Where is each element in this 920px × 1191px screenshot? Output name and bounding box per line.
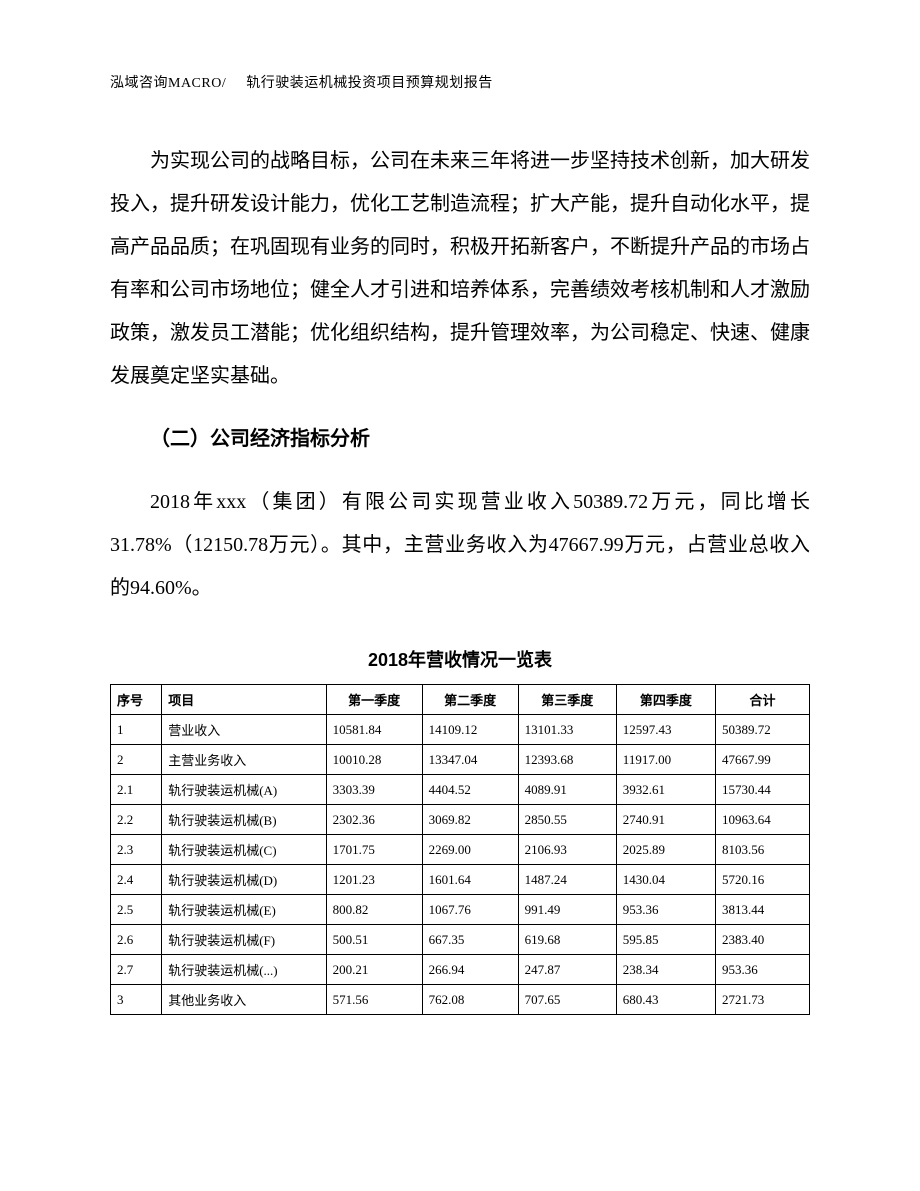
cell-total: 8103.56 (716, 835, 810, 865)
cell-index: 2.3 (111, 835, 162, 865)
table-row: 2.1 轨行驶装运机械(A) 3303.39 4404.52 4089.91 3… (111, 775, 810, 805)
paragraph-strategy: 为实现公司的战略目标，公司在未来三年将进一步坚持技术创新，加大研发投入，提升研发… (110, 140, 810, 398)
cell-q4: 12597.43 (616, 715, 715, 745)
cell-index: 2.5 (111, 895, 162, 925)
table-row: 2.6 轨行驶装运机械(F) 500.51 667.35 619.68 595.… (111, 925, 810, 955)
table-row: 2.7 轨行驶装运机械(...) 200.21 266.94 247.87 23… (111, 955, 810, 985)
cell-item: 轨行驶装运机械(E) (162, 895, 326, 925)
cell-total: 10963.64 (716, 805, 810, 835)
cell-q4: 953.36 (616, 895, 715, 925)
header-left: 泓域咨询MACRO/ (110, 76, 226, 91)
cell-total: 2721.73 (716, 985, 810, 1015)
cell-q2: 266.94 (422, 955, 518, 985)
cell-index: 1 (111, 715, 162, 745)
cell-q4: 680.43 (616, 985, 715, 1015)
cell-q4: 3932.61 (616, 775, 715, 805)
cell-item: 其他业务收入 (162, 985, 326, 1015)
section-heading-economic-analysis: （二）公司经济指标分析 (110, 418, 810, 461)
table-header-row: 序号 项目 第一季度 第二季度 第三季度 第四季度 合计 (111, 685, 810, 715)
cell-q1: 2302.36 (326, 805, 422, 835)
header-right: 轨行驶装运机械投资项目预算规划报告 (246, 76, 493, 91)
cell-q1: 10010.28 (326, 745, 422, 775)
table-row: 1 营业收入 10581.84 14109.12 13101.33 12597.… (111, 715, 810, 745)
col-header-q2: 第二季度 (422, 685, 518, 715)
cell-index: 2.2 (111, 805, 162, 835)
cell-index: 3 (111, 985, 162, 1015)
col-header-q4: 第四季度 (616, 685, 715, 715)
cell-q1: 10581.84 (326, 715, 422, 745)
cell-q2: 1067.76 (422, 895, 518, 925)
col-header-total: 合计 (716, 685, 810, 715)
cell-q1: 3303.39 (326, 775, 422, 805)
cell-index: 2 (111, 745, 162, 775)
col-header-q1: 第一季度 (326, 685, 422, 715)
cell-item: 主营业务收入 (162, 745, 326, 775)
cell-item: 轨行驶装运机械(...) (162, 955, 326, 985)
cell-total: 47667.99 (716, 745, 810, 775)
cell-q3: 2850.55 (518, 805, 616, 835)
cell-total: 50389.72 (716, 715, 810, 745)
table-row: 3 其他业务收入 571.56 762.08 707.65 680.43 272… (111, 985, 810, 1015)
cell-q4: 2025.89 (616, 835, 715, 865)
cell-q3: 707.65 (518, 985, 616, 1015)
table-row: 2.3 轨行驶装运机械(C) 1701.75 2269.00 2106.93 2… (111, 835, 810, 865)
cell-item: 轨行驶装运机械(F) (162, 925, 326, 955)
cell-q2: 14109.12 (422, 715, 518, 745)
cell-q4: 238.34 (616, 955, 715, 985)
cell-total: 2383.40 (716, 925, 810, 955)
cell-total: 3813.44 (716, 895, 810, 925)
cell-index: 2.1 (111, 775, 162, 805)
cell-q1: 1701.75 (326, 835, 422, 865)
cell-q3: 2106.93 (518, 835, 616, 865)
cell-q3: 13101.33 (518, 715, 616, 745)
cell-q3: 4089.91 (518, 775, 616, 805)
cell-q2: 3069.82 (422, 805, 518, 835)
cell-index: 2.4 (111, 865, 162, 895)
cell-total: 5720.16 (716, 865, 810, 895)
cell-total: 953.36 (716, 955, 810, 985)
table-body: 1 营业收入 10581.84 14109.12 13101.33 12597.… (111, 715, 810, 1015)
document-page: 泓域咨询MACRO/ 轨行驶装运机械投资项目预算规划报告 为实现公司的战略目标，… (0, 0, 920, 1075)
cell-q2: 1601.64 (422, 865, 518, 895)
cell-item: 营业收入 (162, 715, 326, 745)
cell-q1: 1201.23 (326, 865, 422, 895)
cell-q2: 4404.52 (422, 775, 518, 805)
cell-q3: 619.68 (518, 925, 616, 955)
cell-q3: 247.87 (518, 955, 616, 985)
cell-item: 轨行驶装运机械(D) (162, 865, 326, 895)
cell-q3: 991.49 (518, 895, 616, 925)
cell-q4: 595.85 (616, 925, 715, 955)
revenue-table: 序号 项目 第一季度 第二季度 第三季度 第四季度 合计 1 营业收入 1058… (110, 684, 810, 1015)
cell-q2: 13347.04 (422, 745, 518, 775)
table-row: 2.2 轨行驶装运机械(B) 2302.36 3069.82 2850.55 2… (111, 805, 810, 835)
cell-item: 轨行驶装运机械(C) (162, 835, 326, 865)
cell-q3: 1487.24 (518, 865, 616, 895)
cell-q1: 500.51 (326, 925, 422, 955)
col-header-q3: 第三季度 (518, 685, 616, 715)
cell-q4: 11917.00 (616, 745, 715, 775)
cell-q1: 571.56 (326, 985, 422, 1015)
col-header-item: 项目 (162, 685, 326, 715)
cell-q2: 762.08 (422, 985, 518, 1015)
table-row: 2.5 轨行驶装运机械(E) 800.82 1067.76 991.49 953… (111, 895, 810, 925)
cell-q2: 667.35 (422, 925, 518, 955)
table-title: 2018年营收情况一览表 (110, 646, 810, 672)
paragraph-revenue-summary: 2018年xxx（集团）有限公司实现营业收入50389.72万元，同比增长31.… (110, 481, 810, 610)
cell-q1: 800.82 (326, 895, 422, 925)
col-header-index: 序号 (111, 685, 162, 715)
cell-index: 2.6 (111, 925, 162, 955)
cell-index: 2.7 (111, 955, 162, 985)
page-header: 泓域咨询MACRO/ 轨行驶装运机械投资项目预算规划报告 (110, 72, 810, 92)
cell-q4: 2740.91 (616, 805, 715, 835)
cell-item: 轨行驶装运机械(A) (162, 775, 326, 805)
cell-item: 轨行驶装运机械(B) (162, 805, 326, 835)
table-row: 2 主营业务收入 10010.28 13347.04 12393.68 1191… (111, 745, 810, 775)
cell-q2: 2269.00 (422, 835, 518, 865)
cell-q4: 1430.04 (616, 865, 715, 895)
cell-q1: 200.21 (326, 955, 422, 985)
cell-total: 15730.44 (716, 775, 810, 805)
cell-q3: 12393.68 (518, 745, 616, 775)
table-row: 2.4 轨行驶装运机械(D) 1201.23 1601.64 1487.24 1… (111, 865, 810, 895)
